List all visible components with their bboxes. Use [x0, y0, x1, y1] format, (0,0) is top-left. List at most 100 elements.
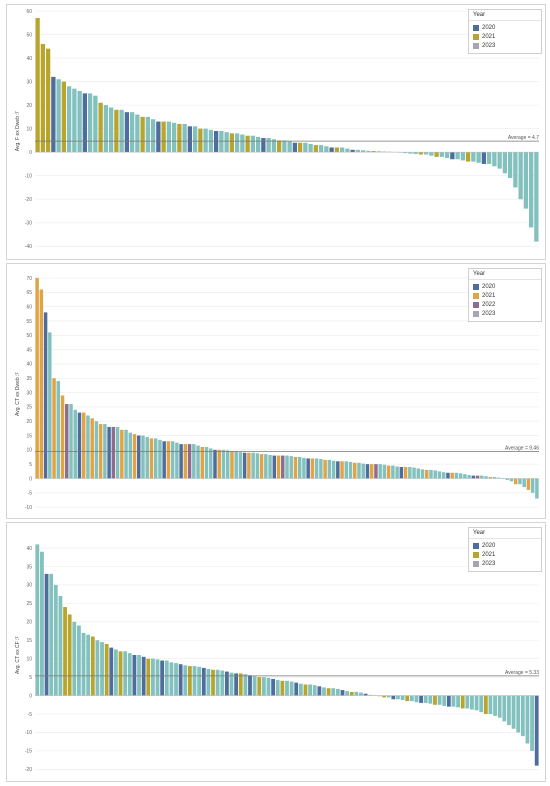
bar	[345, 691, 350, 696]
bar	[225, 450, 230, 479]
legend-swatch	[473, 42, 479, 49]
bar	[129, 112, 135, 153]
bar	[520, 695, 525, 737]
bar	[177, 123, 182, 153]
bar	[486, 152, 492, 164]
bar	[98, 102, 103, 153]
y-tick-label: 10	[26, 126, 32, 132]
bar	[196, 445, 200, 479]
bar	[86, 634, 91, 696]
bar	[484, 476, 488, 479]
bar	[513, 152, 518, 188]
bar	[423, 695, 428, 703]
y-tick-label: 30	[26, 583, 32, 589]
legend: Year 2020 2021 2023	[468, 9, 542, 54]
legend-item-2020[interactable]: 2020	[469, 541, 541, 550]
bar	[276, 455, 281, 479]
y-tick-label: 10	[26, 656, 32, 662]
bar	[234, 673, 239, 696]
bar	[266, 138, 271, 153]
bar	[219, 131, 224, 153]
legend-item-2020[interactable]: 2020	[469, 282, 541, 291]
bar	[381, 151, 387, 153]
y-tick-label: 70	[26, 276, 32, 282]
bar	[257, 677, 262, 696]
bar	[77, 625, 81, 696]
bar	[476, 152, 481, 163]
bar	[132, 655, 137, 696]
bar	[312, 685, 317, 696]
legend-swatch	[473, 283, 479, 290]
legend-item-2021[interactable]: 2021	[469, 291, 541, 300]
bar	[465, 695, 470, 709]
bar	[450, 152, 455, 160]
bar	[460, 152, 466, 161]
bar	[115, 426, 120, 479]
bar	[248, 675, 252, 696]
bar	[67, 614, 72, 696]
bar	[245, 135, 250, 153]
bar	[149, 438, 154, 479]
bar	[294, 682, 299, 696]
y-tick-label: -5	[28, 491, 33, 497]
bar	[234, 133, 240, 153]
bar	[35, 18, 40, 153]
bar	[90, 418, 94, 479]
legend-item-2022[interactable]: 2022	[469, 300, 541, 309]
bar	[412, 467, 416, 479]
bar	[281, 455, 285, 479]
bar	[348, 461, 353, 479]
bar	[382, 464, 387, 479]
bar	[140, 116, 145, 153]
bar	[230, 451, 234, 479]
bar	[124, 429, 128, 479]
bar	[310, 458, 315, 479]
bar	[39, 289, 44, 479]
legend-item-2023[interactable]: 2023	[469, 41, 541, 50]
y-tick-label: 30	[26, 79, 32, 85]
bar	[63, 607, 67, 696]
legend-title: Year	[469, 528, 541, 539]
legend-swatch	[473, 24, 479, 31]
bar	[192, 666, 197, 696]
bar	[56, 79, 61, 153]
y-tick-label: 5	[29, 675, 32, 681]
bar	[109, 647, 114, 696]
bar	[497, 152, 502, 169]
bar	[206, 669, 211, 696]
bar	[119, 109, 124, 153]
bar	[132, 434, 137, 479]
bar	[127, 653, 132, 696]
bar	[160, 660, 165, 696]
legend-title: Year	[469, 269, 541, 280]
bar	[44, 573, 49, 696]
bar	[344, 461, 349, 479]
legend-item-2020[interactable]: 2020	[469, 23, 541, 32]
bar	[414, 695, 419, 703]
chart-panel-2: -10 -5 0 5 10 15 20 25 30 35 40 45 50 55 60 65 70 Avg. CT…	[6, 263, 546, 519]
legend-item-2023[interactable]: 2023	[469, 309, 541, 318]
bar	[153, 438, 158, 479]
bar	[428, 695, 433, 704]
bar	[405, 695, 410, 702]
bar	[434, 152, 439, 157]
bar	[471, 152, 476, 162]
legend-item-2023[interactable]: 2023	[469, 559, 541, 568]
bar	[156, 121, 161, 153]
bar	[313, 145, 319, 153]
bar	[81, 412, 86, 479]
legend-item-2021[interactable]: 2021	[469, 32, 541, 41]
bar	[213, 131, 219, 153]
bar	[363, 693, 368, 696]
bar	[58, 596, 63, 696]
bar	[162, 441, 166, 479]
bar	[155, 659, 160, 696]
bar	[145, 116, 151, 153]
legend-item-2021[interactable]: 2021	[469, 550, 541, 559]
legend: Year 2020 2021 2023	[468, 527, 542, 572]
bar	[339, 147, 345, 153]
bar	[135, 114, 140, 153]
bar	[511, 695, 516, 729]
bar	[77, 91, 82, 153]
bar	[73, 409, 77, 479]
